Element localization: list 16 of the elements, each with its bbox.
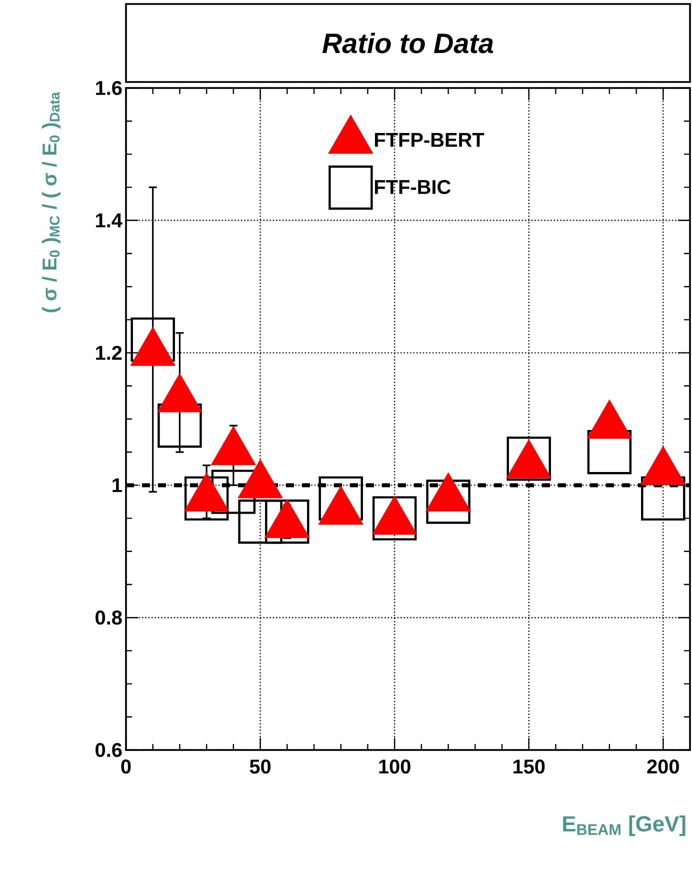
y-tick-label: 1.4 — [96, 214, 122, 228]
y-tick-label: 1 — [112, 478, 122, 492]
legend-label: FTFP-BERT — [374, 133, 484, 147]
y-tick-label: 1.6 — [96, 80, 122, 96]
x-axis-title: E$_{BEAM}$ [GeV] — [563, 816, 686, 836]
x-tick-label: 50 — [250, 760, 271, 774]
x-tick-label: 150 — [513, 760, 545, 774]
x-tick-label: 0 — [121, 760, 131, 774]
x-tick-label: 200 — [647, 760, 679, 774]
y-tick-label: 0.6 — [96, 742, 122, 758]
y-tick-label: 1.2 — [96, 346, 122, 360]
x-tick-label: 100 — [379, 760, 410, 774]
y-tick-label: 0.8 — [96, 610, 122, 625]
chart-title: Ratio to Data — [322, 32, 494, 54]
y-axis-title: ( σ / E$_{0}$ )$_{MC}$ / ( σ / E$_{0}$ )$_{Data}$ — [42, 92, 60, 312]
legend-label: FTF-BIC — [374, 180, 451, 194]
